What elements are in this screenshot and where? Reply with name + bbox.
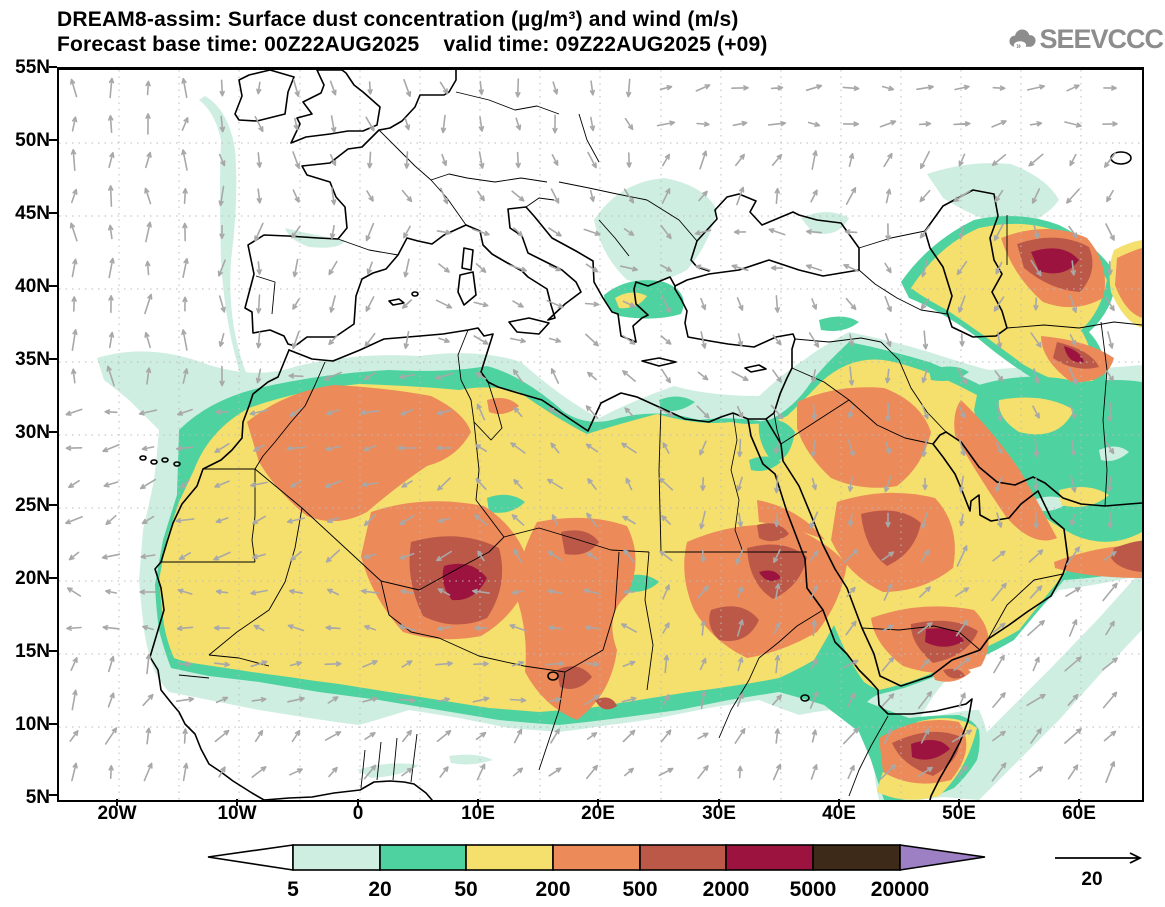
lat-label: 55N [15,57,50,78]
colorbar-level: 200 [535,878,570,901]
logo-chevrons: » [1016,40,1021,50]
lon-label: 0 [352,803,364,824]
country-borders [161,91,1142,797]
seevccc-logo: » SEEVCCC [1005,14,1164,64]
logo-text: SEEVCCC [1039,23,1164,54]
lat-label: 45N [15,203,50,224]
title-line-2: Forecast base time: 00Z22AUG2025 valid t… [57,33,768,56]
title-line-1: DREAM8-assim: Surface dust concentration… [57,8,739,31]
lon-label: 30E [702,803,736,824]
cloud-icon: » [1009,29,1036,50]
lat-label: 50N [15,130,50,151]
lon-label: 40E [822,803,856,824]
coastlines [139,70,1142,800]
lat-label: 30N [15,422,50,443]
lat-label: 15N [15,641,50,662]
map-frame [57,67,1144,802]
wind-reference-value: 20 [1081,869,1102,890]
lon-label: 10E [461,803,495,824]
colorbar-level: 2000 [703,878,750,901]
lat-label: 25N [15,495,50,516]
colorbar-level: 500 [622,878,657,901]
graticule [59,70,1142,800]
lat-label: 10N [15,714,50,735]
lat-label: 5N [25,787,50,808]
lon-label: 20W [97,803,137,824]
lon-label: 10W [217,803,257,824]
lat-label: 20N [15,568,50,589]
lon-label: 60E [1062,803,1096,824]
colorbar-level: 5 [287,878,299,901]
colorbar: 5 20 50 200 500 2000 5000 20000 [207,844,986,901]
colorbar-level: 5000 [790,878,837,901]
lon-label: 50E [942,803,976,824]
colorbar-level: 20000 [871,878,929,901]
dust-wind-map [59,70,1142,800]
colorbar-level: 50 [454,878,477,901]
wind-reference: 20 [1055,852,1143,890]
colorbar-level: 20 [368,878,391,901]
lat-label: 35N [15,349,50,370]
wind-reference-arrow [1055,852,1143,864]
wind-arrows [65,77,1118,783]
lat-label: 40N [15,276,50,297]
lon-label: 20E [581,803,615,824]
